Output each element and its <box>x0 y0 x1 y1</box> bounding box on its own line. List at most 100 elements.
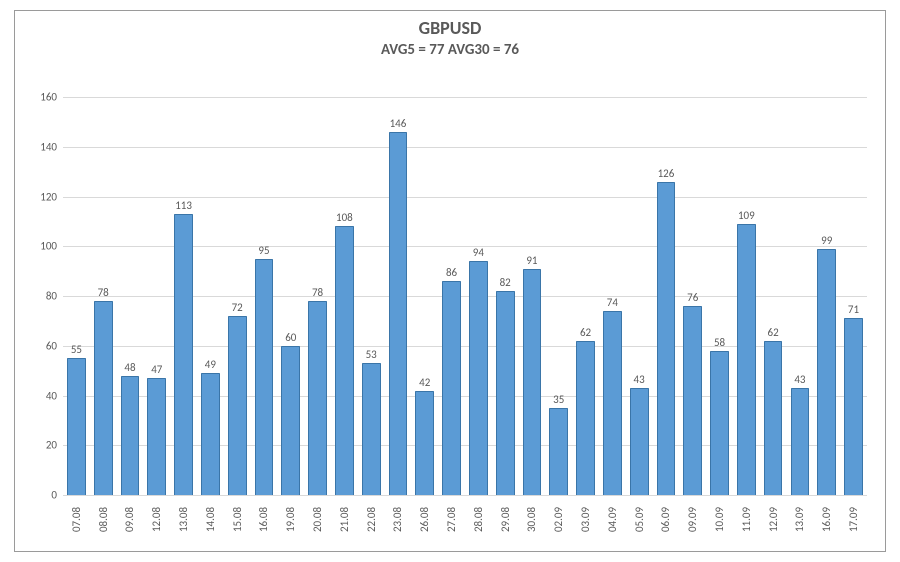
x-tick-slot: 13.09 <box>787 495 814 541</box>
x-tick-slot: 30.08 <box>519 495 546 541</box>
x-tick-label: 07.08 <box>70 507 83 532</box>
bar-value-label: 71 <box>840 303 867 316</box>
bar-value-label: 78 <box>90 286 117 299</box>
x-tick-slot: 14.08 <box>197 495 224 541</box>
bar-value-label: 95 <box>251 244 278 257</box>
bar-slot: 55 <box>63 97 90 495</box>
bar <box>442 281 461 495</box>
bar-slot: 43 <box>787 97 814 495</box>
x-tick-slot: 08.08 <box>90 495 117 541</box>
x-tick-slot: 07.08 <box>63 495 90 541</box>
bar-slot: 42 <box>411 97 438 495</box>
bar-value-label: 94 <box>465 246 492 259</box>
bar-value-label: 55 <box>63 343 90 356</box>
x-tick-slot: 20.08 <box>304 495 331 541</box>
x-tick-label: 30.08 <box>525 507 538 532</box>
bar-slot: 76 <box>679 97 706 495</box>
bar-slot: 99 <box>813 97 840 495</box>
x-tick-label: 29.08 <box>499 507 512 532</box>
x-tick-slot: 13.08 <box>170 495 197 541</box>
x-tick-label: 13.08 <box>177 507 190 532</box>
x-tick-label: 22.08 <box>365 507 378 532</box>
bar-value-label: 60 <box>277 331 304 344</box>
bar <box>335 226 354 495</box>
bar <box>67 358 86 495</box>
bar-slot: 78 <box>90 97 117 495</box>
x-tick-slot: 21.08 <box>331 495 358 541</box>
x-tick-label: 08.08 <box>97 507 110 532</box>
bar-slot: 58 <box>706 97 733 495</box>
bar <box>389 132 408 495</box>
bar-slot: 91 <box>519 97 546 495</box>
x-tick-slot: 26.08 <box>411 495 438 541</box>
bar-value-label: 43 <box>626 373 653 386</box>
x-tick-label: 16.09 <box>820 507 833 532</box>
x-tick-label: 20.08 <box>311 507 324 532</box>
x-tick-slot: 17.09 <box>840 495 867 541</box>
x-tick-label: 28.08 <box>472 507 485 532</box>
bar-value-label: 72 <box>224 301 251 314</box>
bar-value-label: 86 <box>438 266 465 279</box>
bar-slot: 82 <box>492 97 519 495</box>
bar <box>308 301 327 495</box>
y-tick-label: 140 <box>27 140 57 153</box>
bar-slot: 47 <box>143 97 170 495</box>
y-tick-label: 0 <box>27 489 57 502</box>
x-tick-slot: 12.09 <box>760 495 787 541</box>
x-tick-slot: 19.08 <box>277 495 304 541</box>
bar-slot: 78 <box>304 97 331 495</box>
bar-slot: 72 <box>224 97 251 495</box>
bar-value-label: 53 <box>358 348 385 361</box>
bar <box>657 182 676 495</box>
bar <box>523 269 542 495</box>
x-tick-label: 16.08 <box>257 507 270 532</box>
bar-slot: 74 <box>599 97 626 495</box>
bar <box>147 378 166 495</box>
bar <box>201 373 220 495</box>
bar-slot: 43 <box>626 97 653 495</box>
x-tick-slot: 12.08 <box>143 495 170 541</box>
x-tick-slot: 09.08 <box>117 495 144 541</box>
bar <box>630 388 649 495</box>
bar-slot: 71 <box>840 97 867 495</box>
bar-value-label: 58 <box>706 336 733 349</box>
bar-value-label: 74 <box>599 296 626 309</box>
chart-frame: GBPUSD AVG5 = 77 AVG30 = 76 020406080100… <box>14 10 886 552</box>
x-tick-slot: 22.08 <box>358 495 385 541</box>
x-tick-label: 04.09 <box>606 507 619 532</box>
x-tick-label: 10.09 <box>713 507 726 532</box>
y-tick-label: 120 <box>27 190 57 203</box>
bar-slot: 95 <box>251 97 278 495</box>
y-tick-label: 80 <box>27 290 57 303</box>
bar-value-label: 78 <box>304 286 331 299</box>
x-tick-label: 14.08 <box>204 507 217 532</box>
x-tick-label: 05.09 <box>633 507 646 532</box>
x-tick-slot: 16.09 <box>813 495 840 541</box>
bar-value-label: 62 <box>572 326 599 339</box>
bar-slot: 94 <box>465 97 492 495</box>
x-tick-label: 09.09 <box>686 507 699 532</box>
bar <box>737 224 756 495</box>
bar-slot: 48 <box>117 97 144 495</box>
x-tick-slot: 23.08 <box>385 495 412 541</box>
chart-title: GBPUSD <box>15 17 885 39</box>
bar-value-label: 35 <box>545 393 572 406</box>
bar <box>496 291 515 495</box>
x-tick-slot: 06.09 <box>653 495 680 541</box>
bar-value-label: 82 <box>492 276 519 289</box>
plot-area: 020406080100120140160 557848471134972956… <box>63 97 867 495</box>
bar <box>362 363 381 495</box>
bar <box>603 311 622 495</box>
bar <box>281 346 300 495</box>
x-tick-label: 15.08 <box>231 507 244 532</box>
bar-value-label: 113 <box>170 199 197 212</box>
bar <box>764 341 783 495</box>
bar <box>121 376 140 495</box>
y-tick-label: 20 <box>27 439 57 452</box>
bar-slot: 60 <box>277 97 304 495</box>
x-tick-slot: 15.08 <box>224 495 251 541</box>
bar-value-label: 47 <box>143 363 170 376</box>
bar <box>94 301 113 495</box>
x-tick-label: 23.08 <box>391 507 404 532</box>
bar-slot: 62 <box>572 97 599 495</box>
